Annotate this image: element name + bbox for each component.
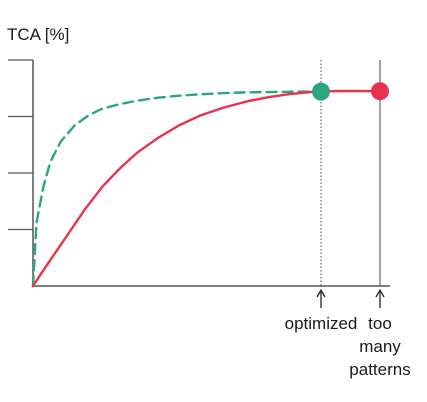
- annotation-label-1-1: many: [359, 337, 401, 356]
- annotation-arrow-head-0: [316, 288, 326, 298]
- annotation-label-1-0: too: [368, 314, 392, 333]
- y-axis-label: TCA [%]: [7, 25, 69, 44]
- annotation-label-0-0: optimized: [285, 314, 358, 333]
- marker-point-1: [371, 82, 389, 101]
- annotation-arrow-head-1: [375, 288, 385, 298]
- annotation-label-1-2: patterns: [349, 360, 410, 379]
- series-line-0: [31, 90, 323, 288]
- marker-point-0: [312, 82, 331, 101]
- series-line-1: [31, 89, 382, 288]
